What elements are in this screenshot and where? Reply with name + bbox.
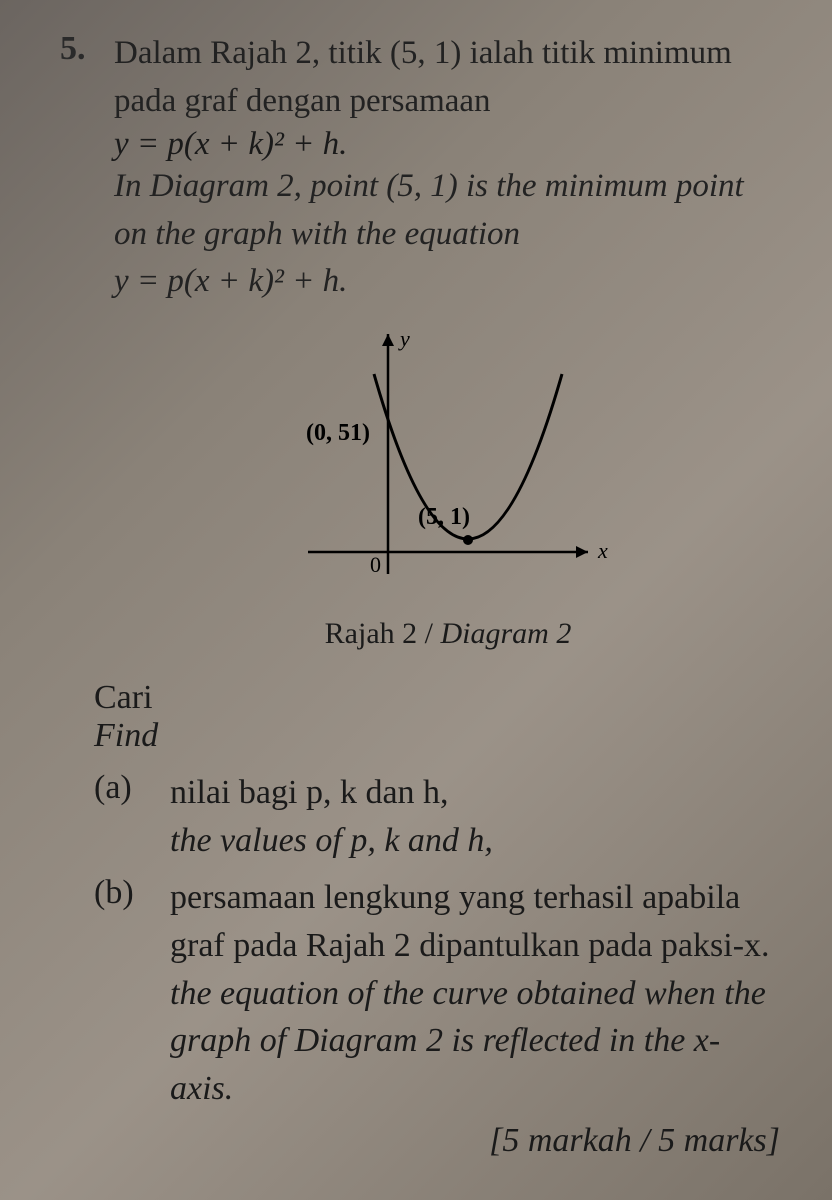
y-axis-arrow-icon: [382, 334, 394, 346]
find-ms: Cari: [94, 679, 782, 717]
parts-list: (a) nilai bagi p, k dan h, the values of…: [94, 769, 782, 1112]
part-a-label: (a): [94, 769, 150, 807]
part-b-ms: persamaan lengkung yang terhasil apabila…: [170, 874, 782, 969]
caption-ms: Rajah 2: [325, 617, 417, 650]
find-block: Cari Find: [94, 679, 782, 755]
marks-line: [5 markah / 5 marks]: [60, 1122, 782, 1160]
diagram-caption: Rajah 2 / Diagram 2: [114, 617, 782, 651]
caption-sep: /: [417, 617, 440, 650]
caption-en: Diagram 2: [440, 617, 571, 650]
question-equation-ms: y = p(x + k)² + h.: [114, 126, 782, 163]
question-block: 5. Dalam Rajah 2, titik (5, 1) ialah tit…: [60, 30, 782, 661]
y-intercept-label: (0, 51): [306, 420, 370, 446]
question-ms-text: Dalam Rajah 2, titik (5, 1) ialah titik …: [114, 30, 782, 126]
parabola-diagram: y x 0 (0, 51) (5, 1): [278, 324, 618, 604]
diagram-container: y x 0 (0, 51) (5, 1) Rajah 2 / Diagram 2: [114, 324, 782, 651]
min-point-label: (5, 1): [418, 504, 470, 530]
find-en: Find: [94, 717, 782, 755]
x-axis-label: x: [597, 538, 608, 563]
part-b-label: (b): [94, 874, 150, 912]
x-axis-arrow-icon: [576, 546, 588, 558]
origin-label: 0: [370, 552, 381, 577]
part-b-body: persamaan lengkung yang terhasil apabila…: [170, 874, 782, 1112]
question-body: Dalam Rajah 2, titik (5, 1) ialah titik …: [114, 30, 782, 661]
part-a-body: nilai bagi p, k dan h, the values of p, …: [170, 769, 782, 864]
part-a: (a) nilai bagi p, k dan h, the values of…: [94, 769, 782, 864]
y-axis-label: y: [398, 326, 410, 351]
part-a-ms: nilai bagi p, k dan h,: [170, 769, 782, 817]
part-b: (b) persamaan lengkung yang terhasil apa…: [94, 874, 782, 1112]
question-en-text: In Diagram 2, point (5, 1) is the minimu…: [114, 163, 782, 259]
part-a-en: the values of p, k and h,: [170, 817, 782, 865]
question-equation-en: y = p(x + k)² + h.: [114, 258, 782, 306]
question-number: 5.: [60, 30, 100, 68]
part-b-en: the equation of the curve obtained when …: [170, 970, 782, 1113]
min-point-dot: [463, 535, 473, 545]
